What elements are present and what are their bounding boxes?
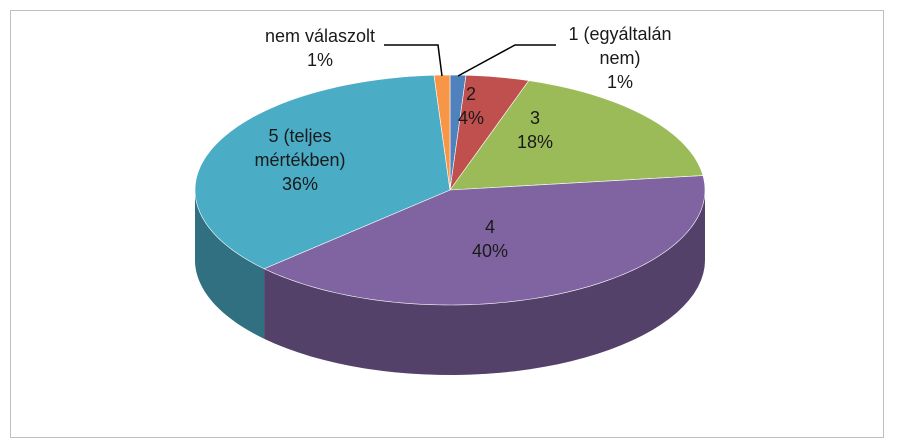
value-label: 36% <box>281 174 319 194</box>
data-label: 3 18% <box>510 106 560 154</box>
pie-side <box>195 190 265 339</box>
chart-frame <box>10 10 884 438</box>
data-label: nem válaszolt 1% <box>240 24 400 72</box>
pie-side-shade <box>195 190 265 339</box>
value-label: 1% <box>606 72 633 92</box>
pie-slice <box>449 74 530 191</box>
value-label: 18% <box>516 132 554 152</box>
pie-side <box>264 190 705 375</box>
value-label: 1% <box>306 50 333 70</box>
value-label: 40% <box>471 241 509 261</box>
category-label: 4 <box>484 217 495 237</box>
pie-slice <box>263 175 706 306</box>
category-label: 5 (teljes mértékben) <box>254 126 346 170</box>
pie-slice <box>449 80 704 191</box>
leader-line <box>384 44 443 77</box>
data-label: 4 40% <box>460 215 520 263</box>
data-label: 2 4% <box>456 82 486 130</box>
data-label: 1 (egyáltalán nem) 1% <box>550 22 690 94</box>
category-label: 3 <box>529 108 540 128</box>
category-label: 2 <box>465 84 476 104</box>
pie-slice <box>194 74 451 270</box>
category-label: 1 (egyáltalán nem) <box>568 24 672 68</box>
value-label: 4% <box>457 108 484 128</box>
pie-side-shade <box>264 190 705 375</box>
category-label: nem válaszolt <box>264 26 376 46</box>
data-label: 5 (teljes mértékben) 36% <box>235 124 365 196</box>
leader-line <box>457 44 556 77</box>
